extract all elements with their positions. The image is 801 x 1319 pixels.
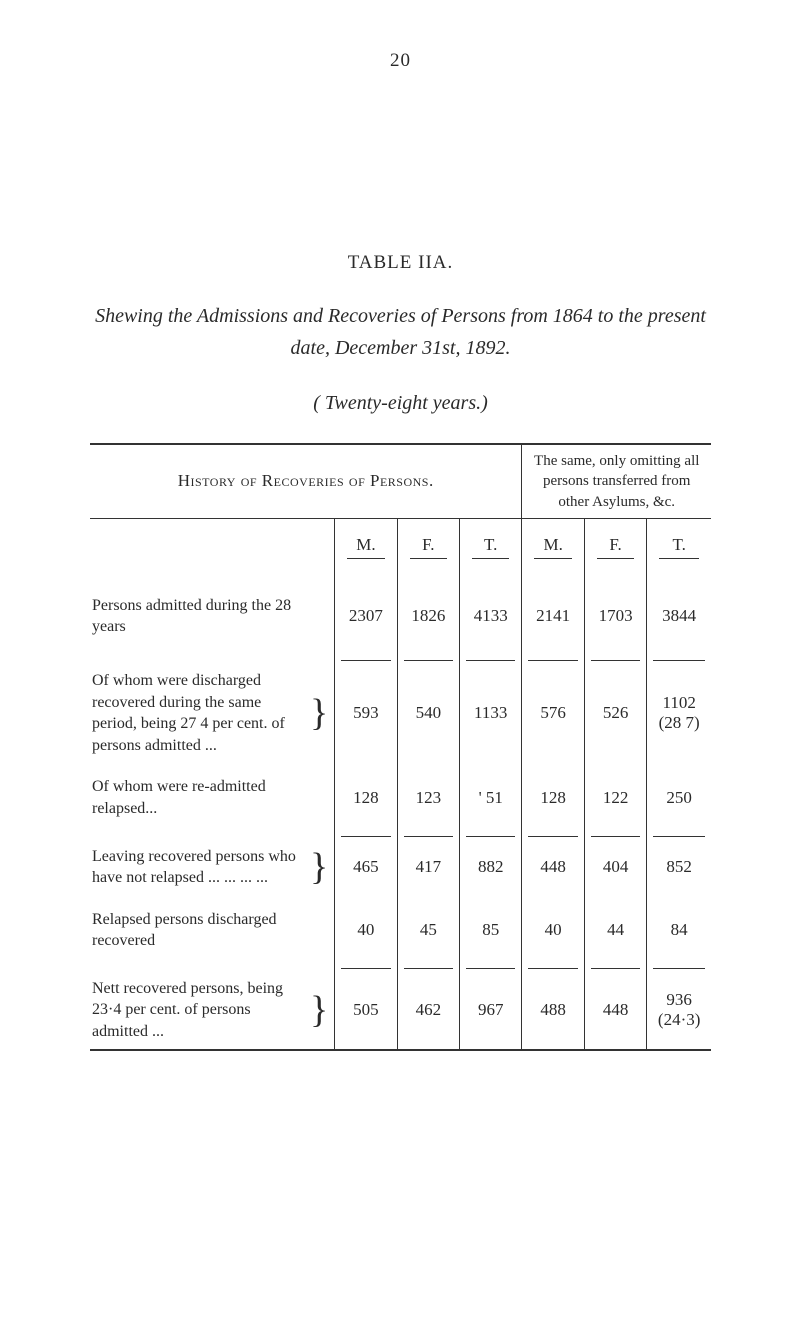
brace-icon: } xyxy=(310,696,328,730)
col-head-m2: M. xyxy=(522,518,584,575)
table-label: TABLE IIA. xyxy=(90,252,711,274)
table-container: History of Recoveries of Persons. The sa… xyxy=(90,443,711,1051)
cell: 1102 (28 7) xyxy=(647,664,711,762)
cell-bot: (28 7) xyxy=(659,713,700,732)
recoveries-table: History of Recoveries of Persons. The sa… xyxy=(90,445,711,1049)
cell: 448 xyxy=(584,972,646,1049)
brace-icon: } xyxy=(310,993,328,1027)
cell: 123 xyxy=(397,762,459,833)
cell: 2141 xyxy=(522,575,584,658)
cell: 40 xyxy=(522,895,584,966)
brace-icon: } xyxy=(310,850,328,884)
page-number: 20 xyxy=(90,50,711,72)
header-left: History of Recoveries of Persons. xyxy=(90,445,522,518)
cell-top: 936 xyxy=(666,990,692,1009)
document-title: Shewing the Admissions and Recoveries of… xyxy=(91,300,711,364)
cell: 465 xyxy=(335,840,397,895)
row-desc-text: Of whom were discharged recovered during… xyxy=(92,670,310,756)
cell: 128 xyxy=(522,762,584,833)
cell-top: 1102 xyxy=(662,693,695,712)
cell: 1703 xyxy=(584,575,646,658)
cell: 85 xyxy=(460,895,522,966)
col-head-m1: M. xyxy=(335,518,397,575)
cell: 1826 xyxy=(397,575,459,658)
cell: ' 51 xyxy=(460,762,522,833)
cell: 488 xyxy=(522,972,584,1049)
cell: 40 xyxy=(335,895,397,966)
row-desc-text: Nett recovered persons, being 23·4 per c… xyxy=(92,978,310,1043)
row-desc: Of whom were discharged recovered during… xyxy=(90,664,335,762)
cell: 128 xyxy=(335,762,397,833)
row-desc: Of whom were re-admitted relapsed... xyxy=(90,762,335,833)
col-head-f2: F. xyxy=(584,518,646,575)
cell: 576 xyxy=(522,664,584,762)
table-row: Of whom were re-admitted relapsed... 128… xyxy=(90,762,711,833)
cell: 417 xyxy=(397,840,459,895)
cell: 404 xyxy=(584,840,646,895)
cell: 882 xyxy=(460,840,522,895)
cell: 250 xyxy=(647,762,711,833)
col-head-t1: T. xyxy=(460,518,522,575)
table-row: Persons admitted during the 28 years 230… xyxy=(90,575,711,658)
table-row: Relapsed persons discharged recovered 40… xyxy=(90,895,711,966)
cell: 540 xyxy=(397,664,459,762)
cell: 4133 xyxy=(460,575,522,658)
row-desc: Persons admitted during the 28 years xyxy=(90,575,335,658)
cell: 505 xyxy=(335,972,397,1049)
column-heads-row: M. F. T. M. F. T. xyxy=(90,518,711,575)
document-page: 20 TABLE IIA. Shewing the Admissions and… xyxy=(0,0,801,1319)
cell: 84 xyxy=(647,895,711,966)
cell: 852 xyxy=(647,840,711,895)
document-subtitle: ( Twenty-eight years.) xyxy=(90,392,711,415)
cell: 2307 xyxy=(335,575,397,658)
col-head-blank xyxy=(90,518,335,575)
row-desc: Leaving recovered persons who have not r… xyxy=(90,840,335,895)
table-row: Nett recovered persons, being 23·4 per c… xyxy=(90,972,711,1049)
cell: 44 xyxy=(584,895,646,966)
header-right: The same, only omitting all persons tran… xyxy=(522,445,711,518)
cell: 3844 xyxy=(647,575,711,658)
cell-bot: (24·3) xyxy=(658,1010,700,1029)
table-row: Of whom were discharged recovered during… xyxy=(90,664,711,762)
row-desc: Nett recovered persons, being 23·4 per c… xyxy=(90,972,335,1049)
table-header-row: History of Recoveries of Persons. The sa… xyxy=(90,445,711,518)
cell: 122 xyxy=(584,762,646,833)
row-desc-text: Leaving recovered persons who have not r… xyxy=(92,846,310,889)
row-desc: Relapsed persons discharged recovered xyxy=(90,895,335,966)
cell: 462 xyxy=(397,972,459,1049)
cell: 967 xyxy=(460,972,522,1049)
cell: 448 xyxy=(522,840,584,895)
cell: 593 xyxy=(335,664,397,762)
cell: 45 xyxy=(397,895,459,966)
table-row: Leaving recovered persons who have not r… xyxy=(90,840,711,895)
cell: 526 xyxy=(584,664,646,762)
col-head-f1: F. xyxy=(397,518,459,575)
cell: 936 (24·3) xyxy=(647,972,711,1049)
col-head-t2: T. xyxy=(647,518,711,575)
cell: 1133 xyxy=(460,664,522,762)
